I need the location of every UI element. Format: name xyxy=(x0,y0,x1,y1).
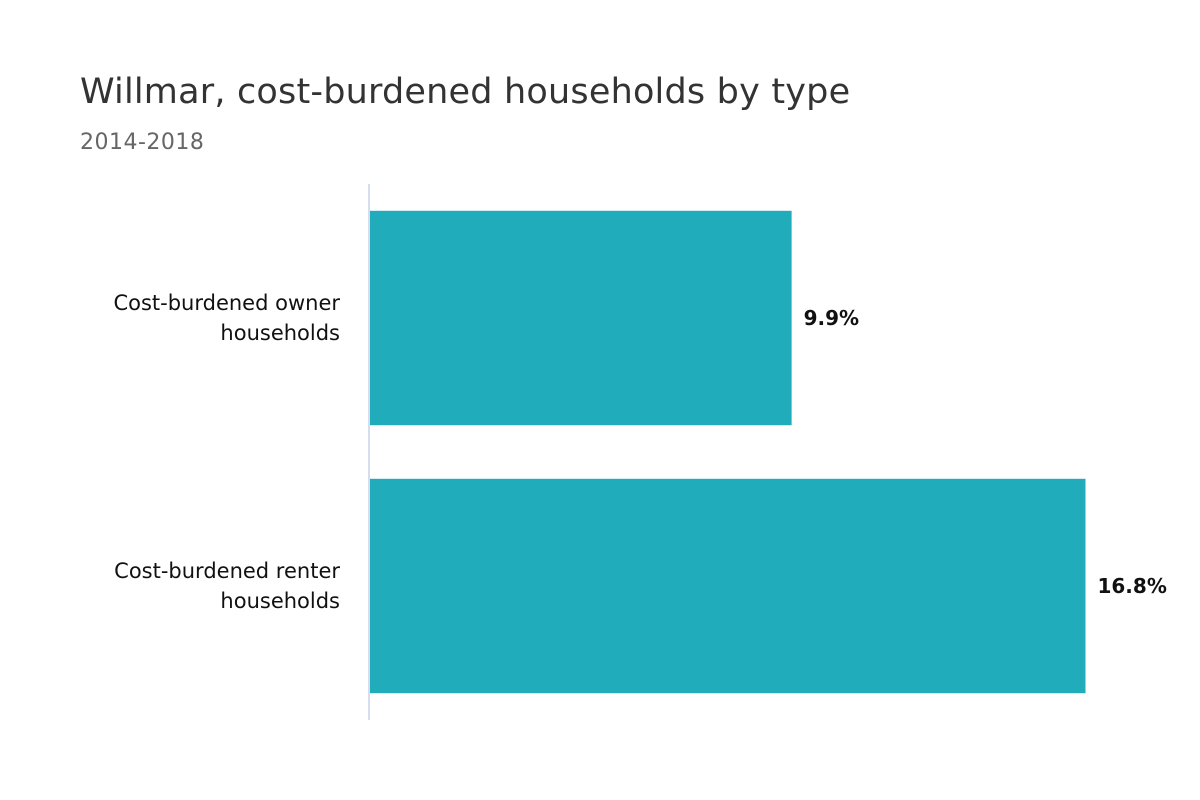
chart-subtitle: 2014-2018 xyxy=(80,130,205,155)
bars-layer xyxy=(370,210,1086,694)
value-label-0: 9.9% xyxy=(804,306,859,330)
chart-title: Willmar, cost-burdened households by typ… xyxy=(80,72,851,112)
bar-0 xyxy=(370,210,792,426)
category-label-1-line-1: households xyxy=(220,589,340,613)
category-label-0-line-1: households xyxy=(220,321,340,345)
category-label-0-line-0: Cost-burdened owner xyxy=(113,291,340,315)
labels-layer: 9.9% Cost-burdened owner households 16.8% Co… xyxy=(113,291,1166,613)
category-label-1-line-0: Cost-burdened renter xyxy=(114,559,340,583)
value-label-1: 16.8% xyxy=(1097,574,1166,598)
bar-1 xyxy=(370,478,1086,694)
